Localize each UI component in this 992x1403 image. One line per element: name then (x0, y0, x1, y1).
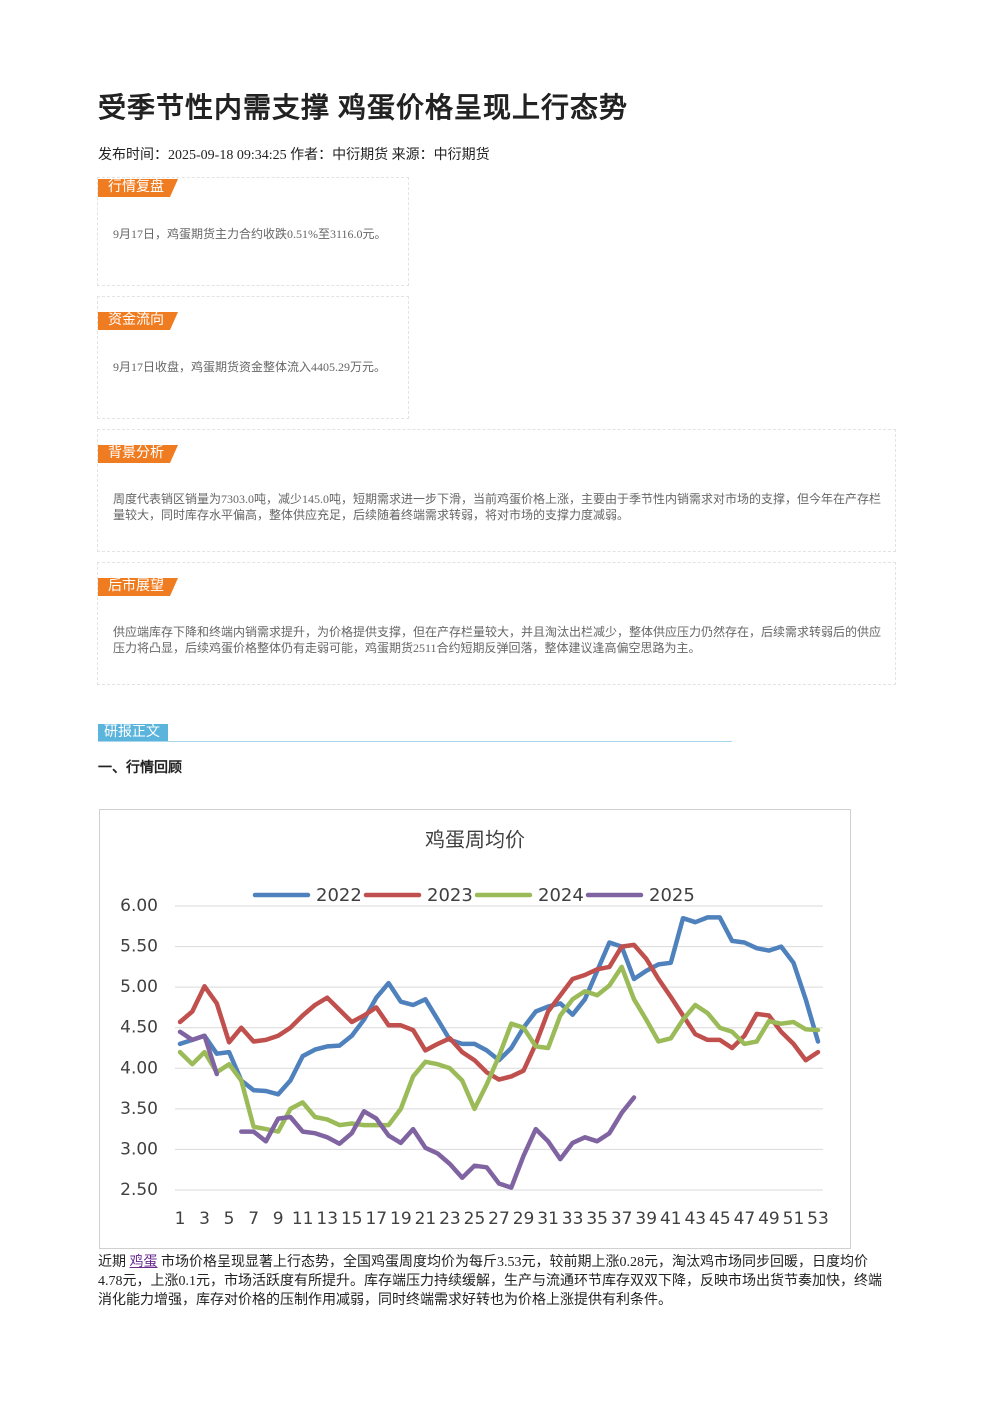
x-tick-label: 17 (365, 1209, 387, 1229)
x-tick-label: 5 (224, 1209, 235, 1229)
section-text: 9月17日收盘，鸡蛋期货资金整体流入4405.29万元。 (113, 360, 387, 374)
x-tick-label: 3 (199, 1209, 210, 1229)
x-tick-label: 53 (807, 1209, 829, 1229)
paragraph: 近期 鸡蛋 市场价格呈现显著上行态势，全国鸡蛋周度均价为每斤3.53元，较前期上… (98, 1253, 888, 1310)
x-tick-label: 23 (439, 1209, 461, 1229)
x-tick-label: 9 (273, 1209, 284, 1229)
x-tick-label: 33 (562, 1209, 584, 1229)
legend-label: 2025 (649, 885, 695, 906)
title: 受季节性内需支撑 鸡蛋价格呈现上行态势 (98, 93, 629, 124)
section-heading: 背景分析 (98, 445, 178, 463)
x-tick-label: 45 (709, 1209, 731, 1229)
y-tick-label: 5.00 (120, 977, 158, 997)
x-tick-label: 29 (513, 1209, 535, 1229)
divider (98, 741, 732, 742)
x-tick-label: 19 (390, 1209, 412, 1229)
y-tick-label: 4.50 (120, 1018, 158, 1038)
x-tick-label: 25 (464, 1209, 486, 1229)
chart: 鸡蛋周均价 2.503.003.504.004.505.005.506.001 3… (99, 809, 851, 1249)
section-text: 9月17日，鸡蛋期货主力合约收跌0.51%至3116.0元。 (113, 227, 387, 241)
x-tick-label: 51 (783, 1209, 805, 1229)
meta: 发布时间：2025-09-18 09:34:25 作者：中衍期货 来源：中衍期货 (98, 148, 490, 163)
x-tick-label: 1 (175, 1209, 186, 1229)
section-text: 供应端库存下降和终端内销需求提升，为价格提供支撑，但在产存栏量较大，并且淘汰出栏… (113, 625, 882, 655)
x-tick-label: 15 (341, 1209, 363, 1229)
x-tick-label: 27 (488, 1209, 510, 1229)
legend-label: 2023 (427, 885, 473, 906)
x-tick-label: 49 (758, 1209, 780, 1229)
section-heading: 后市展望 (98, 578, 178, 596)
x-tick-label: 11 (292, 1209, 314, 1229)
legend-label: 2022 (316, 885, 362, 906)
link[interactable]: 鸡蛋 (129, 1255, 158, 1270)
section-box: 行情复盘 9月17日，鸡蛋期货主力合约收跌0.51%至3116.0元。 (97, 177, 409, 286)
chart-title: 鸡蛋周均价 (425, 829, 525, 852)
section-heading: 资金流向 (98, 312, 178, 330)
section-box: 背景分析 周度代表销区销量为7303.0吨，减少145.0吨，短期需求进一步下滑… (97, 429, 896, 552)
x-tick-label: 35 (586, 1209, 608, 1229)
x-tick-label: 13 (316, 1209, 338, 1229)
subheading: 一、行情回顾 (98, 761, 182, 776)
x-tick-label: 43 (684, 1209, 706, 1229)
section-box: 资金流向 9月17日收盘，鸡蛋期货资金整体流入4405.29万元。 (97, 296, 409, 419)
x-tick-label: 21 (415, 1209, 437, 1229)
y-tick-label: 6.00 (120, 896, 158, 916)
x-tick-label: 31 (537, 1209, 559, 1229)
series-line (177, 1029, 637, 1190)
section-heading: 行情复盘 (98, 179, 178, 197)
y-tick-label: 5.50 (120, 937, 158, 957)
chart-frame (99, 809, 851, 1249)
y-tick-label: 3.00 (120, 1139, 158, 1159)
paragraph-text: 近期 (98, 1255, 130, 1270)
section-label: 研报正文 (98, 724, 168, 742)
y-tick-label: 2.50 (120, 1180, 158, 1200)
x-tick-label: 39 (635, 1209, 657, 1229)
x-tick-label: 41 (660, 1209, 682, 1229)
section-text: 周度代表销区销量为7303.0吨，减少145.0吨，短期需求进一步下滑，当前鸡蛋… (113, 492, 882, 522)
paragraph-text: 市场价格呈现显著上行态势，全国鸡蛋周度均价为每斤3.53元，较前期上涨0.28元… (98, 1255, 882, 1308)
legend-label: 2024 (538, 885, 584, 906)
y-tick-label: 3.50 (120, 1099, 158, 1119)
series-line (177, 942, 821, 1082)
x-tick-label: 7 (248, 1209, 259, 1229)
section-box: 后市展望 供应端库存下降和终端内销需求提升，为价格提供支撑，但在产存栏量较大，并… (97, 562, 896, 685)
x-tick-label: 47 (734, 1209, 756, 1229)
x-tick-label: 37 (611, 1209, 633, 1229)
y-tick-label: 4.00 (120, 1058, 158, 1078)
